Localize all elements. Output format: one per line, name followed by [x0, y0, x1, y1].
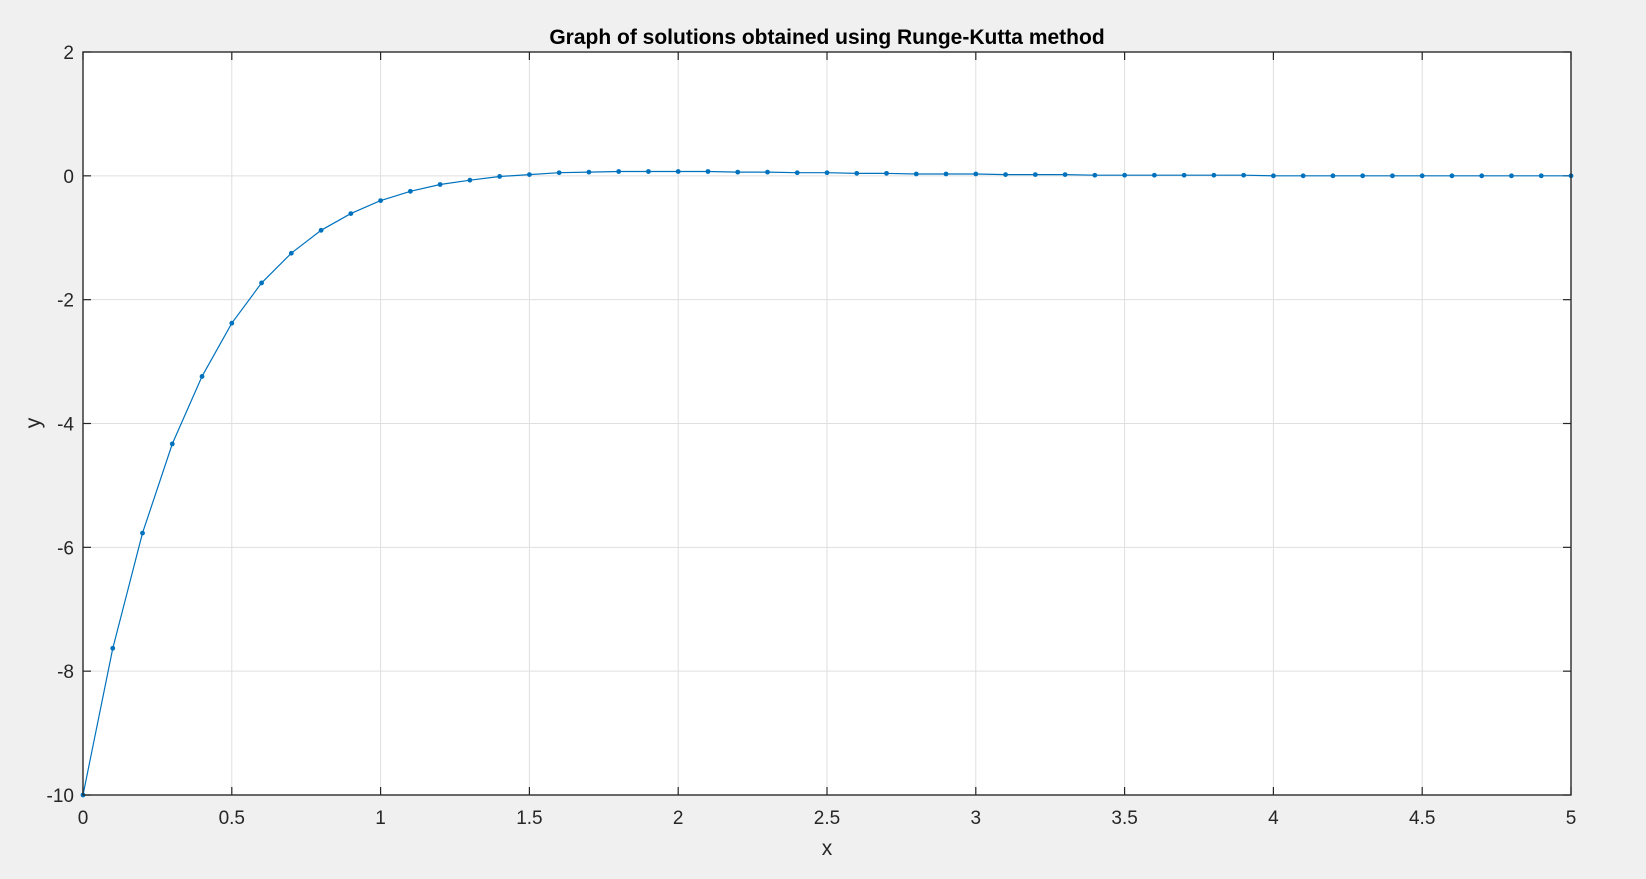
data-point — [1062, 172, 1068, 177]
data-point — [1151, 172, 1157, 178]
data-point — [1538, 173, 1544, 179]
y-tick-label: -8 — [57, 662, 74, 683]
data-point — [765, 169, 770, 175]
data-point — [616, 169, 622, 174]
data-point — [1509, 173, 1514, 179]
data-point — [527, 172, 532, 177]
data-point — [884, 170, 889, 176]
data-point — [199, 374, 205, 379]
data-point — [497, 174, 503, 179]
x-tick-label: 1 — [375, 808, 386, 829]
data-point — [1003, 172, 1008, 177]
data-point — [1181, 172, 1187, 178]
data-point — [407, 188, 413, 194]
data-point — [437, 182, 443, 187]
x-tick-label: 2.5 — [814, 808, 840, 829]
y-tick-label: -6 — [57, 538, 74, 559]
x-tick-label: 0 — [78, 808, 89, 829]
data-point — [288, 250, 294, 256]
data-point — [259, 280, 264, 286]
data-point — [467, 177, 473, 183]
axes-frame — [82, 51, 1572, 796]
y-tick-label: -10 — [47, 786, 74, 807]
data-point — [1479, 173, 1485, 179]
data-point — [854, 170, 860, 176]
data-point — [735, 169, 741, 175]
data-point — [1092, 172, 1098, 178]
data-point — [348, 211, 354, 217]
data-point — [378, 198, 383, 204]
x-tick-label: 1.5 — [516, 808, 542, 829]
data-point — [1300, 173, 1306, 179]
y-tick-label: 2 — [63, 43, 74, 64]
data-point — [705, 169, 711, 174]
x-axis-label: x — [822, 837, 833, 860]
x-tick-label: 5 — [1566, 808, 1577, 829]
data-point — [229, 320, 235, 326]
data-point — [675, 169, 681, 174]
data-point — [1390, 173, 1395, 179]
data-point — [1211, 172, 1217, 178]
series-layer — [80, 169, 1574, 798]
x-tick-label: 0.5 — [219, 808, 245, 829]
x-tick-label: 4 — [1268, 808, 1279, 829]
data-point — [824, 170, 830, 176]
data-point — [1360, 173, 1366, 179]
data-point — [1241, 172, 1247, 178]
x-tick-label: 4.5 — [1409, 808, 1435, 829]
data-point — [1032, 172, 1038, 177]
data-point — [1419, 173, 1425, 179]
data-point — [943, 171, 949, 177]
data-point — [586, 169, 592, 175]
data-point — [973, 171, 979, 177]
data-point — [318, 227, 324, 233]
data-point — [556, 170, 562, 176]
data-point — [1122, 172, 1127, 178]
data-point — [1330, 173, 1336, 179]
data-point — [794, 170, 800, 176]
data-point — [1449, 173, 1455, 179]
y-tick-label: -2 — [57, 291, 74, 312]
data-point — [646, 169, 651, 174]
data-point — [110, 645, 116, 651]
data-point — [913, 171, 919, 177]
x-tick-label: 3 — [971, 808, 982, 829]
data-point — [140, 530, 145, 536]
data-point — [169, 441, 175, 447]
y-tick-label: -4 — [57, 415, 74, 436]
x-tick-label: 3.5 — [1111, 808, 1137, 829]
data-point — [1271, 173, 1276, 179]
chart-title: Graph of solutions obtained using Runge-… — [549, 26, 1104, 49]
y-axis-label: y — [22, 417, 45, 428]
y-tick-label: 0 — [63, 167, 74, 188]
x-tick-label: 2 — [673, 808, 684, 829]
